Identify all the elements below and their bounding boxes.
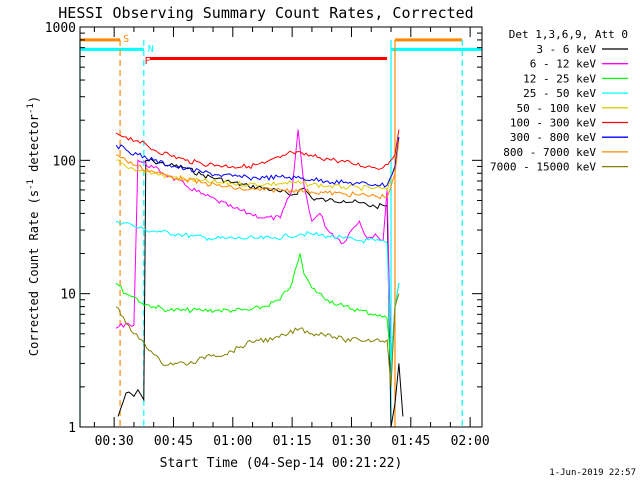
x-axis-label: Start Time (04-Sep-14 00:21:22) bbox=[160, 456, 403, 471]
x-tick-label: 01:45 bbox=[391, 434, 430, 449]
legend-label: 50 - 100 keV bbox=[517, 102, 597, 115]
series-line bbox=[115, 253, 400, 364]
y-tick-label: 1 bbox=[68, 421, 76, 436]
footer-timestamp: 1-Jun-2019 22:57 bbox=[549, 468, 636, 478]
y-tick-label: 10 bbox=[60, 288, 76, 303]
legend-label: 12 - 25 keV bbox=[523, 72, 596, 85]
series-line bbox=[115, 220, 400, 364]
plot-area: S NF bbox=[79, 26, 483, 428]
y-tick-label: 100 bbox=[53, 154, 76, 169]
x-tick-label: 01:00 bbox=[213, 434, 252, 449]
marker-label: S bbox=[123, 34, 129, 45]
marker-label: N bbox=[148, 44, 154, 55]
series-line bbox=[116, 136, 400, 192]
series-group bbox=[115, 129, 404, 428]
legend-header: Det 1,3,6,9, Att 0 bbox=[509, 28, 628, 41]
legend: Det 1,3,6,9, Att 0 3 - 6 keV 6 - 12 keV12… bbox=[490, 28, 628, 174]
series-line bbox=[117, 158, 404, 428]
legend-label: 6 - 12 keV bbox=[530, 58, 597, 71]
series-line bbox=[115, 129, 400, 364]
x-tick-label: 02:00 bbox=[451, 434, 490, 449]
marker-label: F bbox=[144, 56, 150, 67]
x-tick-label: 00:45 bbox=[154, 434, 193, 449]
x-tick-label: 01:15 bbox=[273, 434, 312, 449]
y-axis-label: Corrected Count Rate (s-1 detector-1) bbox=[26, 96, 41, 356]
series-line bbox=[115, 293, 400, 387]
series-line bbox=[115, 129, 400, 170]
legend-label: 3 - 6 keV bbox=[536, 43, 596, 56]
x-tick-label: 01:30 bbox=[332, 434, 371, 449]
legend-label: 800 - 7000 keV bbox=[503, 146, 596, 159]
chart-title: HESSI Observing Summary Count Rates, Cor… bbox=[58, 4, 473, 22]
series-line bbox=[115, 136, 400, 188]
y-axis: 1 10 100 1000 bbox=[45, 21, 482, 436]
vertical-markers bbox=[79, 39, 463, 427]
legend-label: 300 - 800 keV bbox=[510, 131, 596, 144]
marker-labels: S NF bbox=[123, 34, 154, 67]
x-tick-label: 00:30 bbox=[95, 434, 134, 449]
plot-frame bbox=[79, 26, 483, 428]
y-tick-label: 1000 bbox=[45, 21, 76, 36]
legend-label: 25 - 50 keV bbox=[523, 87, 596, 100]
legend-label: 100 - 300 keV bbox=[510, 117, 596, 130]
legend-label: 7000 - 15000 keV bbox=[490, 161, 596, 174]
x-axis: 00:30 00:45 01:00 01:15 01:30 01:45 02:00 bbox=[93, 27, 490, 449]
status-bars bbox=[80, 38, 482, 61]
series-line bbox=[115, 140, 400, 200]
